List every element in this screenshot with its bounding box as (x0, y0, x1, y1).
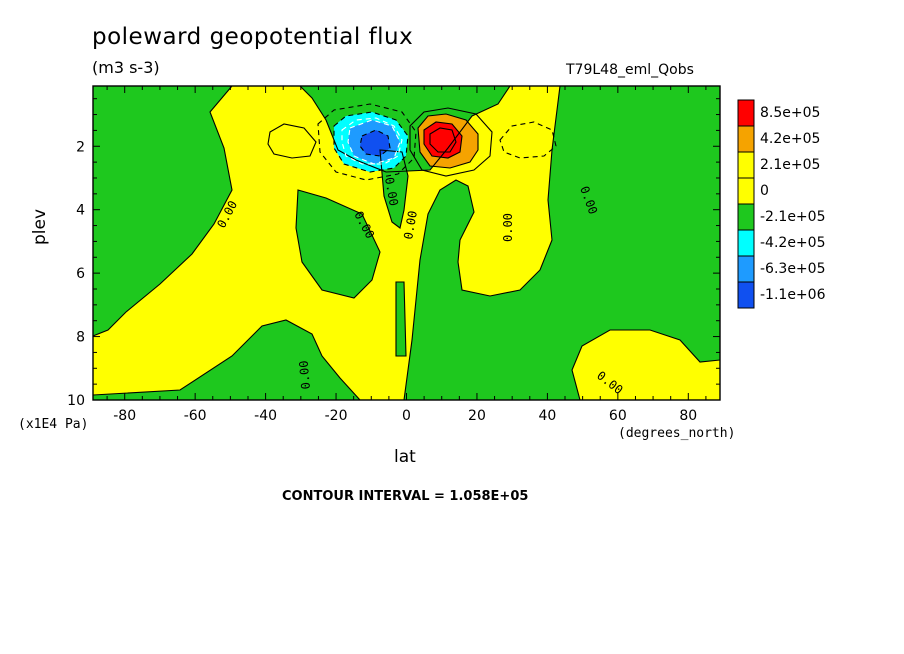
contour-positive-ring-4 (429, 127, 457, 153)
x-tick-label: 60 (609, 408, 627, 424)
contour-label-zero-5: 0.00 (501, 213, 515, 242)
legend-swatch (737, 99, 755, 127)
contour-negative-ring-5 (359, 129, 391, 157)
x-tick-label: 40 (538, 408, 556, 424)
chart-title: poleward geopotential flux (92, 24, 414, 50)
contour-label-zero-4: 0.00 (401, 210, 420, 241)
contour-positive-sh-loop (267, 123, 317, 159)
legend-swatch (737, 281, 755, 309)
contour-negative-ring-1 (317, 103, 417, 181)
fill-darkblue-negative-core (360, 130, 390, 156)
fill-green-core-top (380, 150, 408, 228)
x-axis-label: lat (394, 447, 416, 467)
units-label: (m3 s-3) (92, 58, 160, 77)
legend-swatch (737, 177, 755, 205)
contour-negative-ring-3 (341, 117, 403, 165)
legend-swatch (737, 125, 755, 153)
contour-negative-ring-4 (347, 119, 401, 165)
fill-green-sh-upper (93, 86, 232, 336)
contour-zero-sh-central (295, 189, 381, 299)
legend-label: -2.1e+05 (760, 209, 825, 225)
contour-zero-upper-center (299, 86, 511, 173)
x-units-label: (degrees_north) (618, 426, 736, 441)
fill-green-nh-main (404, 86, 720, 400)
legend-swatch (737, 203, 755, 231)
color-legend: 8.5e+05 4.2e+05 2.1e+05 0 -2.1e+05 -4.2e+05 -6… (737, 99, 826, 309)
x-tick-label: -20 (325, 408, 348, 424)
legend-label: -1.1e+06 (760, 287, 826, 303)
run-label: T79L48_eml_Qobs (566, 62, 694, 78)
contour-fill-layer (93, 86, 720, 400)
contour-positive-ring-3 (423, 121, 463, 159)
x-tick-label: 80 (679, 408, 697, 424)
y-tick-label: 2 (76, 139, 85, 155)
contour-line-layer (93, 86, 720, 400)
legend-label: 2.1e+05 (760, 157, 820, 173)
contour-zero-sh-upper (93, 86, 233, 337)
x-tick-label: -40 (254, 408, 277, 424)
legend-swatch (737, 255, 755, 283)
x-tick-label: -80 (113, 408, 136, 424)
legend-label: 8.5e+05 (760, 105, 820, 121)
legend-swatch (737, 151, 755, 179)
axis-ticks-layer: -80 -60 -40 -20 0 20 40 60 80 2 4 6 8 10 (67, 86, 720, 424)
legend-label: 4.2e+05 (760, 131, 820, 147)
contour-label-zero-3: 0.00 (382, 176, 401, 207)
contour-negative-ring-2 (333, 111, 409, 173)
contour-label-zero-7: 0.00 (297, 360, 313, 390)
y-tick-label: 4 (76, 203, 85, 219)
x-tick-label: 20 (468, 408, 486, 424)
contour-zero-thin-strip (395, 281, 407, 357)
contour-positive-ring-1 (409, 107, 493, 177)
legend-label: -4.2e+05 (760, 235, 825, 251)
contour-negative-nh-loop (499, 121, 557, 159)
y-tick-label: 8 (76, 330, 85, 346)
contour-zero-core-top (379, 149, 409, 229)
legend-label: -6.3e+05 (760, 261, 825, 277)
x-tick-label: -60 (184, 408, 207, 424)
legend-swatch (737, 229, 755, 257)
fill-green-thin-strip (396, 282, 406, 356)
y-tick-label: 10 (67, 393, 85, 409)
fill-green-sh-central (296, 190, 380, 298)
contour-positive-ring-2 (417, 113, 479, 169)
contour-zero-sh-lower (93, 319, 361, 400)
contour-zero-nh-lower (571, 329, 720, 400)
y-units-label: (x1E4 Pa) (18, 417, 89, 432)
contour-interval-text: CONTOUR INTERVAL = 1.058E+05 (282, 489, 529, 504)
x-tick-label: 0 (402, 408, 411, 424)
legend-label: 0 (760, 183, 769, 199)
contour-zero-nh-main (403, 86, 561, 400)
y-tick-label: 6 (76, 266, 85, 282)
